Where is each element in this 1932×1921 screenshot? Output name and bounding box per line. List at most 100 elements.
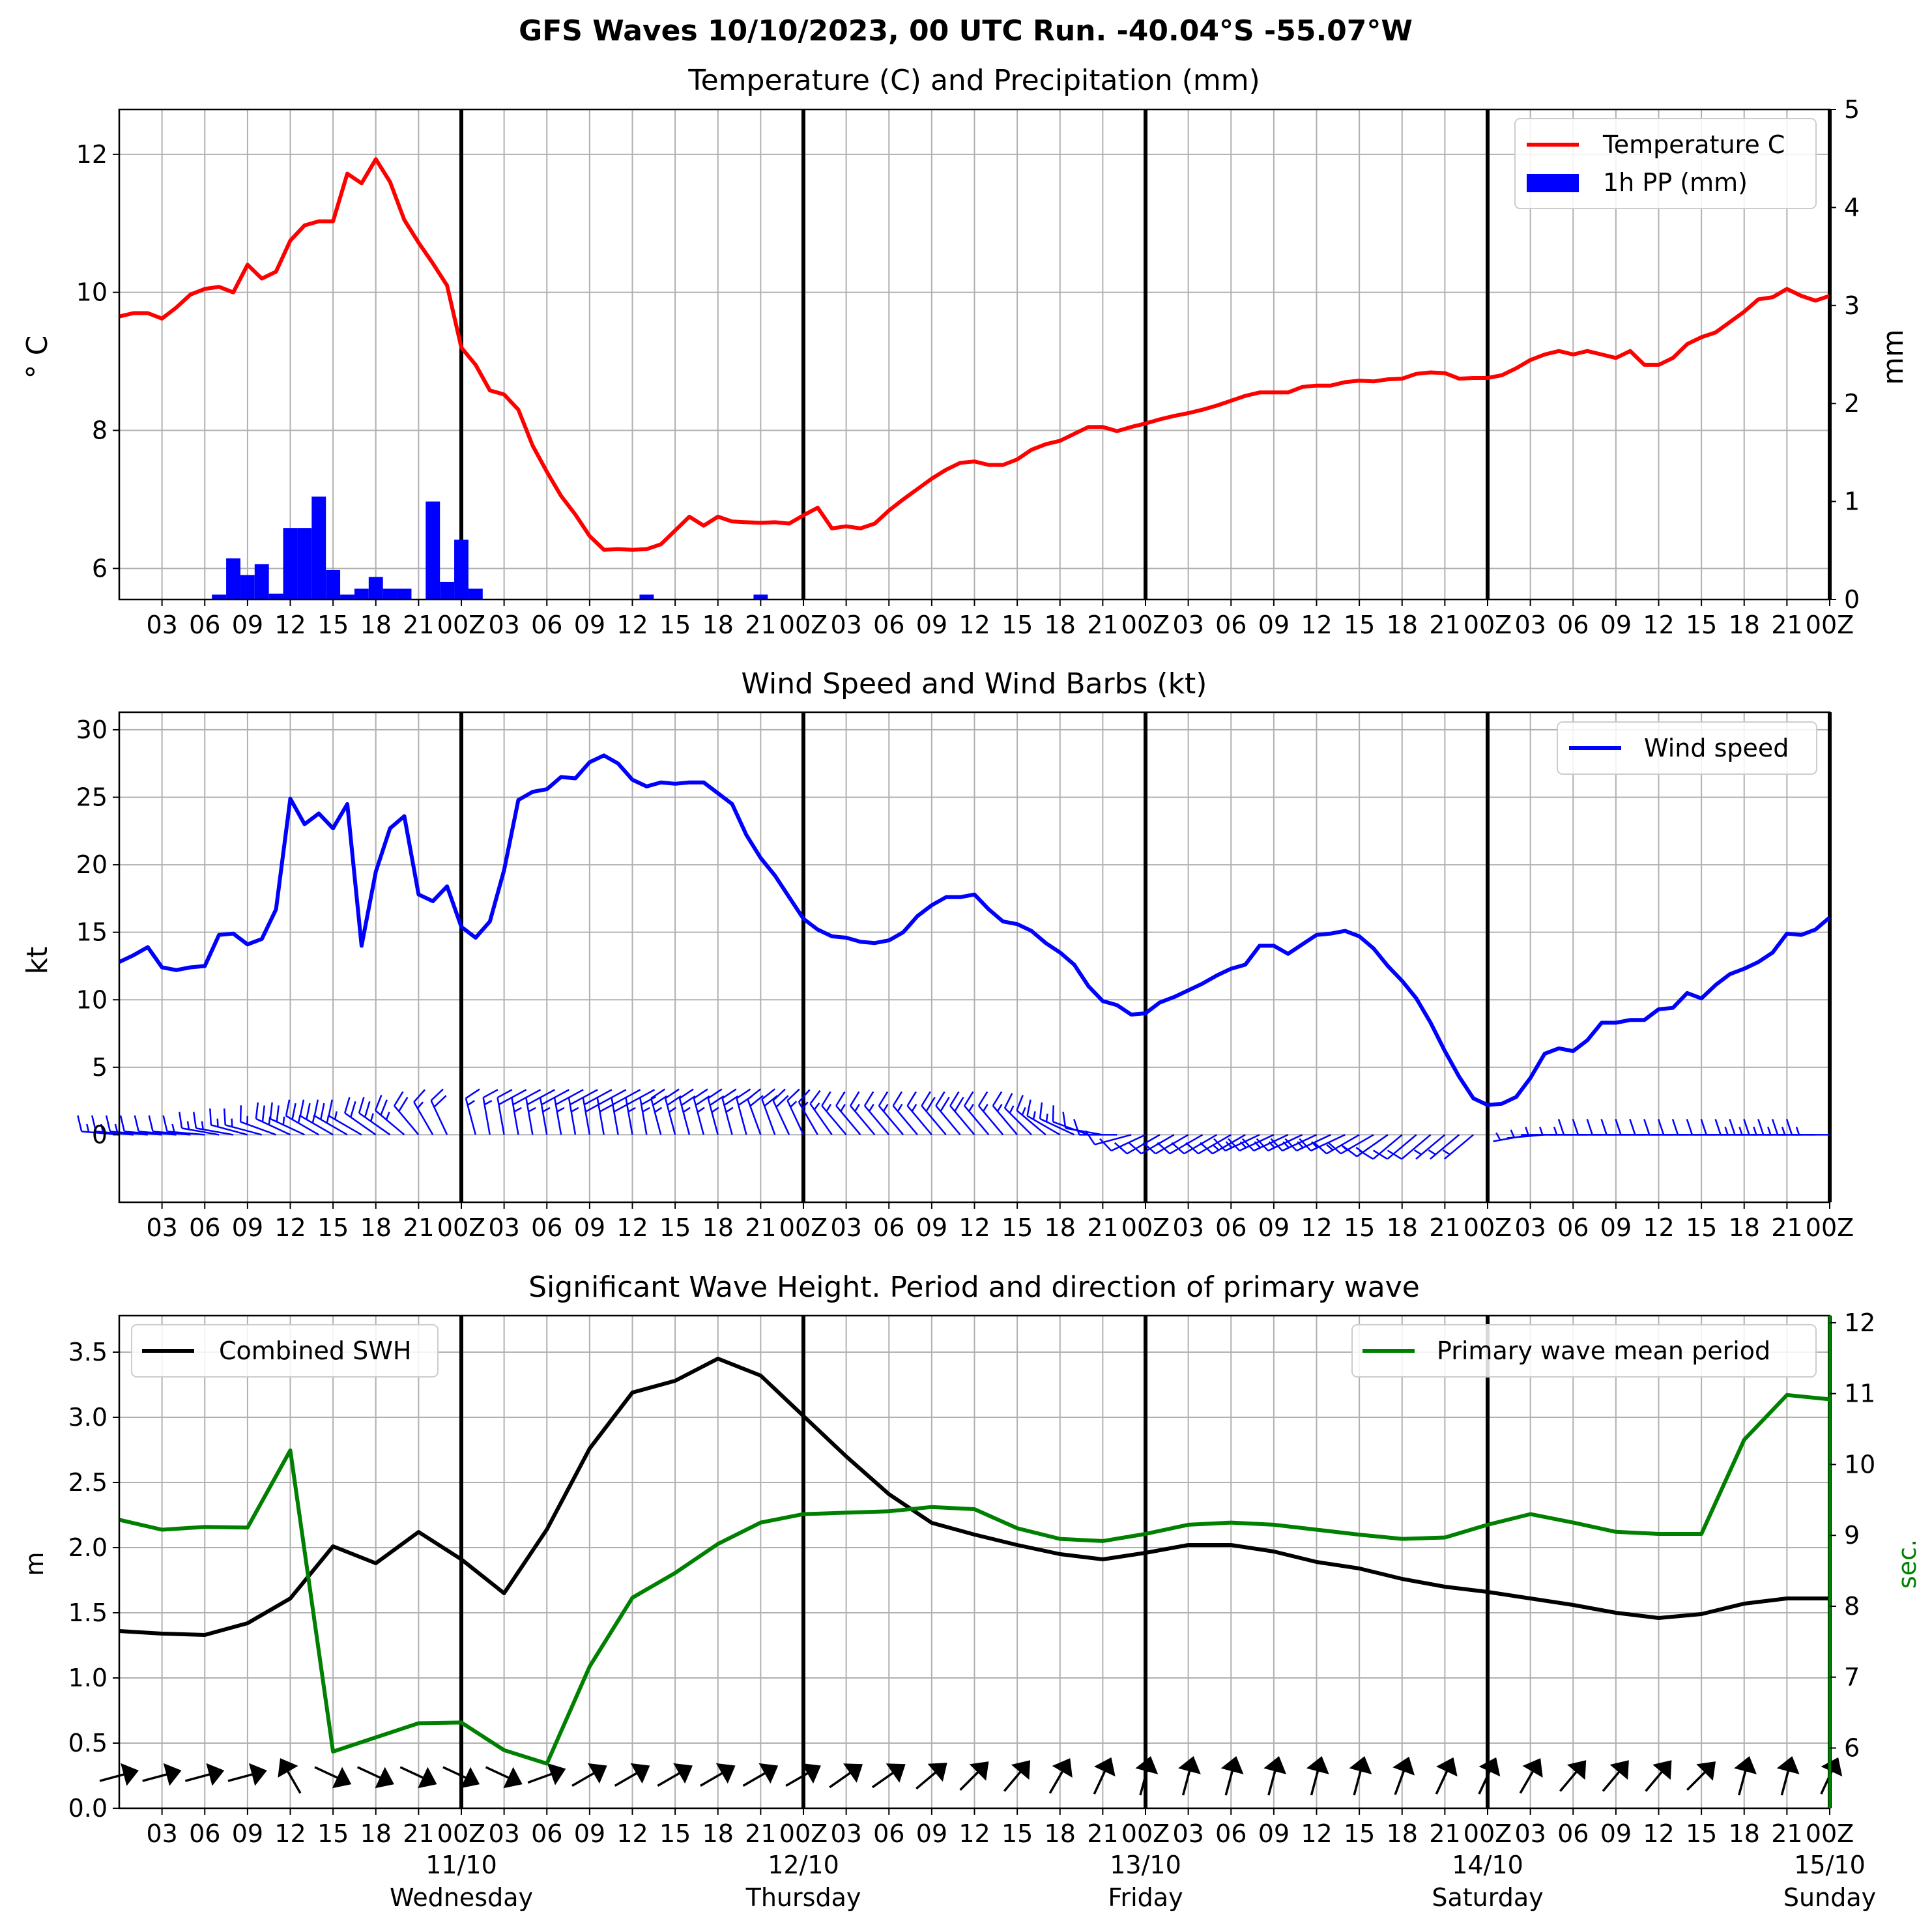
temperature-line (119, 157, 1830, 552)
wind-barb-full (1700, 1119, 1707, 1135)
wind-barb (992, 1091, 1018, 1136)
wind-barb (568, 1089, 585, 1135)
wind-barb-full (949, 1091, 960, 1106)
wind-barb (1328, 1134, 1374, 1155)
wind-barb-full (1785, 1119, 1793, 1135)
wind-barb-shaft (344, 1112, 377, 1136)
precip-bar (397, 588, 412, 599)
wind-barb (747, 1088, 764, 1135)
wind-barb-half (854, 1103, 860, 1112)
wind-barb (1771, 1119, 1816, 1136)
wind-barb (328, 1099, 362, 1136)
wind-barb-shaft (1110, 1134, 1146, 1152)
wind-barb-full (568, 1089, 584, 1099)
wind-barb-half (897, 1103, 903, 1112)
wind-barb-full (179, 1112, 183, 1129)
wind-barb-shaft (850, 1105, 876, 1136)
wind-barb-shaft (1372, 1134, 1403, 1160)
wind-barb-shaft (892, 1105, 918, 1136)
x-tick-label: 00Z (1121, 1819, 1170, 1848)
y-right-tick-label: 7 (1844, 1663, 1860, 1692)
wind-grid (119, 712, 1832, 1202)
wind-barb-full (398, 1097, 409, 1112)
day-label-weekday: Saturday (1432, 1883, 1543, 1912)
x-tick-label: 21 (1771, 1213, 1802, 1242)
wind-barb-full (1299, 1138, 1312, 1151)
wind-barb-shaft (270, 1118, 305, 1136)
x-tick-label: 06 (531, 611, 562, 639)
x-tick-label: 03 (146, 1213, 177, 1242)
x-tick-label: 12 (274, 1213, 306, 1242)
precip-bar (354, 588, 369, 599)
wind-barb (1757, 1119, 1802, 1136)
wind-barb-full (483, 1089, 498, 1099)
x-tick-label: 18 (1387, 1213, 1418, 1242)
wind-barb (1052, 1105, 1089, 1136)
x-tick-label: 18 (702, 611, 734, 639)
wind-barb (119, 1115, 162, 1136)
wave-arrow-head (1306, 1756, 1329, 1774)
x-tick-label: 21 (1087, 1213, 1118, 1242)
wind-legend-label: Wind speed (1644, 734, 1789, 762)
wave-arrow-head (278, 1758, 298, 1778)
wind-barb (678, 1088, 696, 1135)
x-tick-label: 03 (488, 1819, 519, 1848)
x-tick-label: 00Z (437, 611, 485, 639)
wind-barb-shaft (786, 1100, 805, 1135)
wind-barb (625, 1089, 642, 1135)
wind-barb-full (555, 1095, 571, 1106)
wind-barb (1114, 1134, 1161, 1155)
y-right-tick-label: 0 (1844, 585, 1860, 614)
x-tick-label: 00Z (1806, 611, 1854, 639)
wind-barb-full (364, 1101, 371, 1118)
y-right-tick-label: 11 (1844, 1379, 1875, 1408)
wind-barb (1615, 1119, 1659, 1136)
wind-barb-half (1539, 1127, 1544, 1135)
wind-barb-full (497, 1089, 513, 1099)
wind-barb (1743, 1119, 1787, 1136)
wind-barb-shaft (1443, 1134, 1474, 1160)
wind-barb-half (1009, 1105, 1015, 1114)
y-tick-label: 2.0 (68, 1533, 108, 1562)
wind-barb (1643, 1119, 1688, 1136)
precip-bar (382, 588, 397, 599)
wind-barb (850, 1091, 876, 1136)
y-tick-label: 1.0 (68, 1664, 108, 1692)
wind-barb-full (723, 1095, 739, 1106)
wind-barb-shaft (1026, 1115, 1061, 1136)
wind-barb-full (285, 1099, 291, 1116)
wind-barb-half (1311, 1141, 1318, 1149)
wind-barb-full (597, 1089, 613, 1099)
wave-arrow-head (715, 1763, 736, 1784)
wind-barb-full (430, 1088, 444, 1101)
wind-barb-full (940, 1097, 950, 1112)
wind-barb-shaft (1326, 1134, 1360, 1155)
wind-barb-full (736, 1088, 751, 1099)
wind-barb-half (1326, 1144, 1334, 1151)
wind-barb-shaft (1198, 1134, 1232, 1155)
wind-barb-shaft (611, 1097, 619, 1135)
precip-bar (639, 594, 654, 599)
x-tick-label: 03 (1172, 1819, 1204, 1848)
wind-barb-full (1629, 1119, 1636, 1135)
wave-direction-arrow (227, 1763, 267, 1786)
wave-arrow-head (206, 1763, 225, 1786)
wind-barb (906, 1091, 932, 1136)
wind-barb-shaft (553, 1097, 562, 1135)
wave-height-y-ticks: 0.0 0.5 1.0 1.5 2.0 2.5 3.0 3.5 (68, 1338, 119, 1823)
wind-barb-shaft (1401, 1134, 1432, 1160)
wind-barb-shaft (285, 1115, 319, 1136)
wave-arrow-head (1734, 1756, 1757, 1774)
wind-barb-shaft (1094, 1134, 1132, 1146)
wind-barb-half (725, 1106, 734, 1113)
wind-barb-shaft (964, 1105, 990, 1136)
wave-direction-arrow (278, 1758, 302, 1794)
wave-direction-arrow (1178, 1756, 1201, 1796)
x-tick-label: 12 (1643, 611, 1674, 639)
wind-barb-half (1268, 1141, 1275, 1149)
wind-barb-full (650, 1088, 666, 1099)
y-right-tick-label: 12 (1844, 1308, 1875, 1337)
x-tick-label: 21 (1429, 611, 1460, 639)
x-tick-label: 09 (232, 1819, 263, 1848)
wind-barb-half (790, 1101, 798, 1108)
